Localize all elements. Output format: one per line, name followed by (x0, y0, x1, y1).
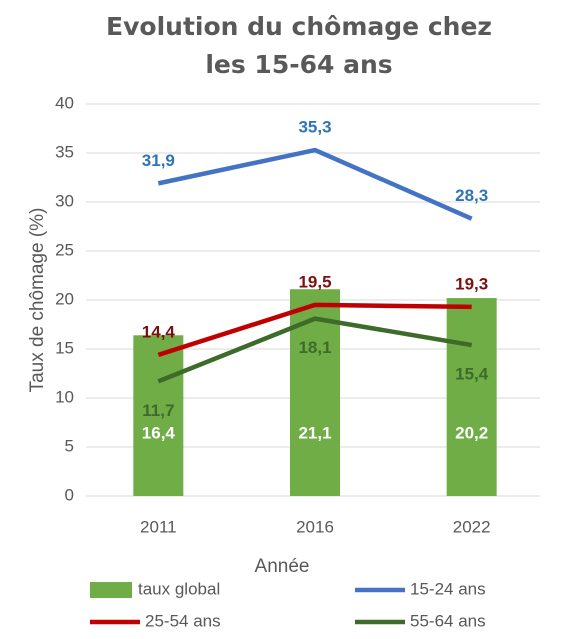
x-tick-label: 2011 (140, 517, 177, 536)
y-tick-label: 25 (55, 240, 74, 259)
y-tick-label: 30 (55, 191, 74, 210)
y-tick-label: 15 (55, 338, 74, 357)
y-tick-label: 5 (65, 436, 74, 455)
data-label: 35,3 (298, 118, 331, 137)
bar (446, 298, 497, 496)
data-label: 18,1 (298, 338, 331, 357)
data-label: 19,3 (455, 274, 488, 293)
data-label: 16,4 (142, 423, 176, 442)
y-tick-label: 35 (55, 142, 74, 161)
y-axis-label: Taux de chômage (%) (27, 208, 48, 393)
y-tick-label: 20 (55, 289, 74, 308)
data-label: 19,5 (298, 272, 331, 291)
data-label: 15,4 (455, 365, 489, 384)
line (157, 147, 473, 221)
data-label: 31,9 (142, 151, 175, 170)
y-tick-label: 10 (55, 387, 74, 406)
y-tick-label: 40 (55, 93, 74, 112)
data-label: 28,3 (455, 186, 488, 205)
bar (133, 335, 184, 496)
line (157, 302, 472, 358)
data-label: 14,4 (142, 322, 176, 341)
legend-label: 15-24 ans (410, 579, 486, 598)
data-label: 20,2 (455, 423, 488, 442)
legend-label: 25-54 ans (145, 611, 221, 630)
x-axis-label: Année (255, 556, 310, 577)
x-tick-label: 2016 (296, 517, 334, 536)
data-label: 11,7 (142, 401, 174, 420)
chart-title: Evolution du chômage chez les 15-64 ans (106, 12, 492, 79)
y-tick-label: 0 (65, 485, 74, 504)
data-label: 21,1 (298, 423, 331, 442)
legend-label: 55-64 ans (410, 611, 486, 630)
x-tick-label: 2022 (453, 517, 491, 536)
legend-swatch (90, 582, 132, 598)
line (157, 316, 473, 384)
legend-label: taux global (138, 579, 220, 598)
